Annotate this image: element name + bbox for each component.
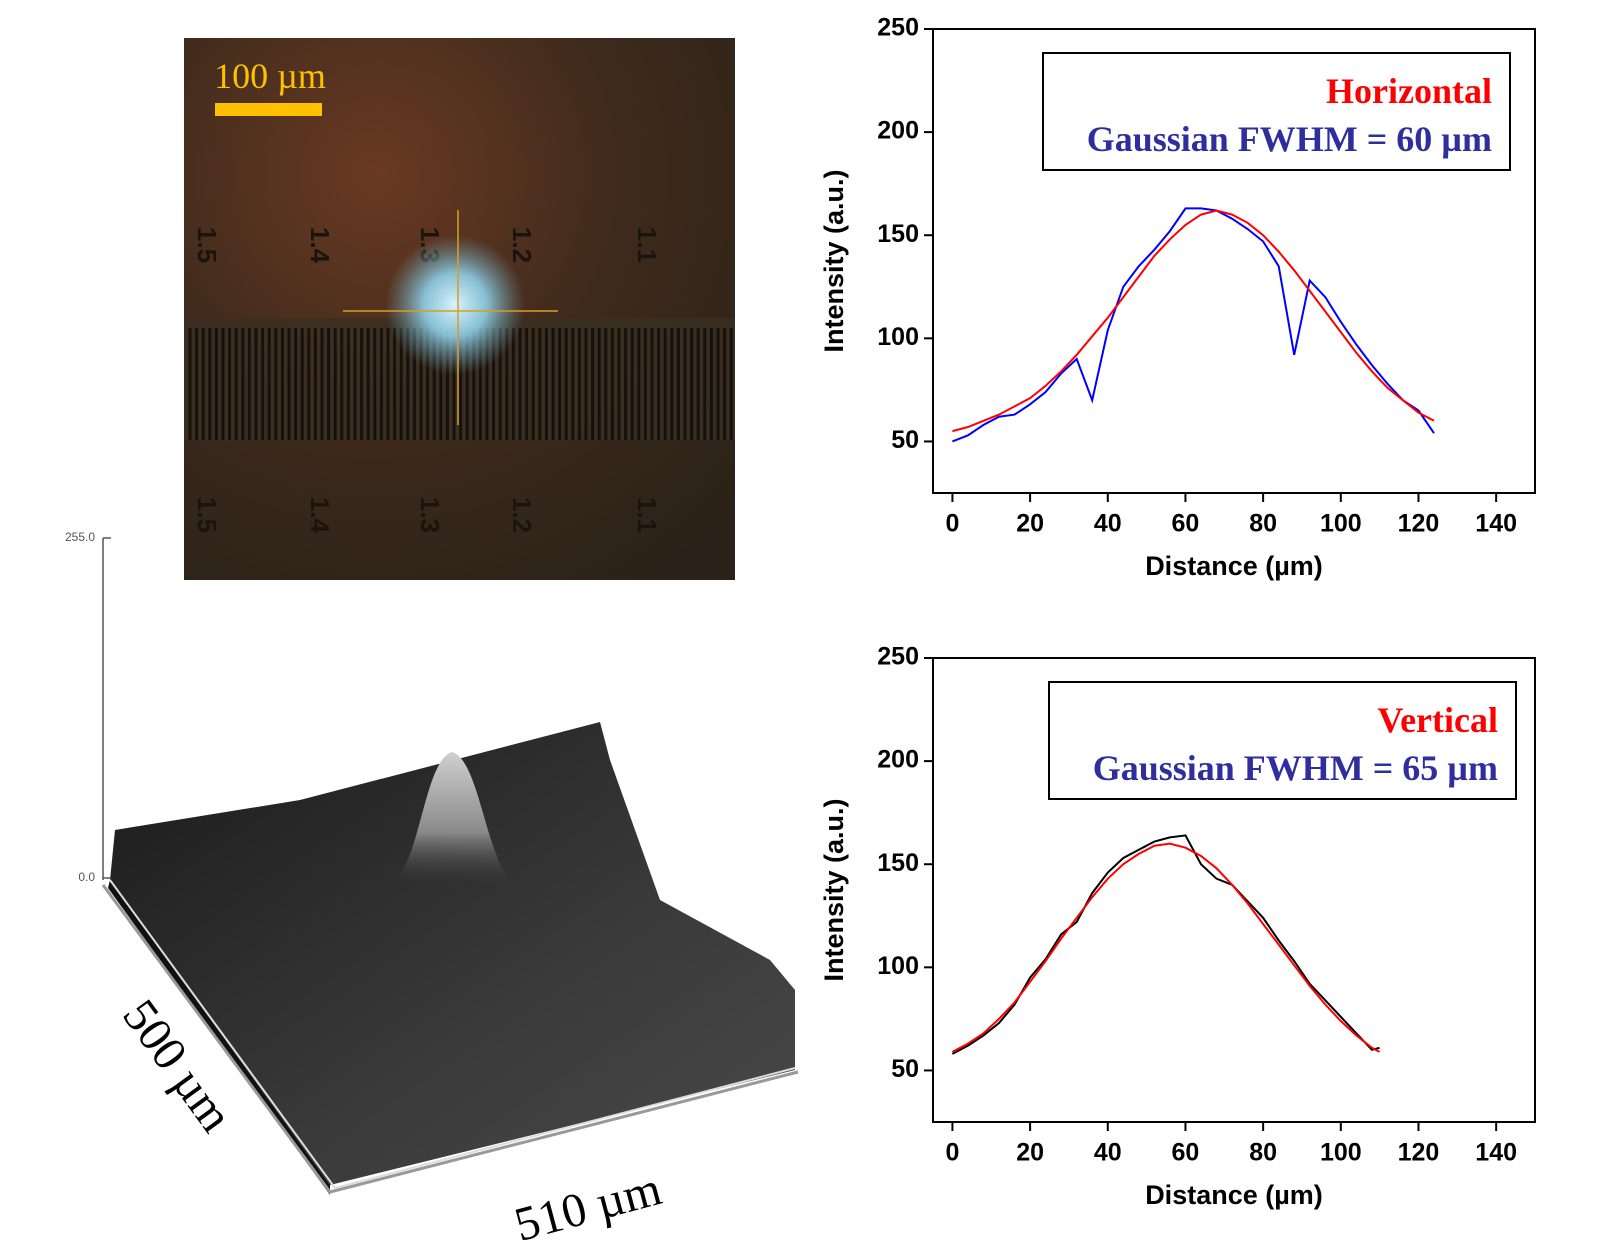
ruler-label: 1.4 bbox=[305, 227, 335, 264]
x-tick-label: 140 bbox=[1475, 510, 1517, 538]
data-line bbox=[952, 209, 1435, 433]
annotation: Gaussian FWHM = 65 µm bbox=[1093, 748, 1498, 788]
surface bbox=[110, 722, 795, 1185]
y-axis-label: Intensity (a.u.) bbox=[819, 169, 849, 352]
x-tick-label: 60 bbox=[1172, 1139, 1200, 1167]
y-tick-label: 250 bbox=[877, 14, 919, 42]
y-tick-label: 200 bbox=[877, 746, 919, 774]
ruler-label: 1.3 bbox=[415, 497, 445, 533]
y-axis-label: Intensity (a.u.) bbox=[819, 798, 849, 981]
data-line bbox=[951, 842, 1381, 1053]
x-tick-label: 100 bbox=[1320, 510, 1362, 538]
data-line bbox=[952, 207, 1435, 443]
light-spot bbox=[385, 235, 525, 375]
micrograph: 1.51.51.41.41.31.31.21.21.11.1 100 µm bbox=[184, 38, 735, 580]
x-axis-label: Distance (µm) bbox=[1145, 551, 1323, 581]
y-tick-label: 100 bbox=[877, 323, 919, 351]
z-tick-label: 255.0 bbox=[65, 530, 95, 544]
x-axis-label: Distance (µm) bbox=[1145, 1180, 1323, 1210]
x-tick-label: 0 bbox=[945, 510, 959, 538]
ruler-label: 1.2 bbox=[507, 227, 537, 263]
ruler-label: 1.1 bbox=[632, 497, 662, 533]
x-tick-label: 140 bbox=[1475, 1139, 1517, 1167]
annotation: Vertical bbox=[1377, 700, 1498, 740]
x-tick-label: 80 bbox=[1249, 510, 1277, 538]
y-tick-label: 250 bbox=[877, 643, 919, 671]
x-tick-label: 60 bbox=[1172, 510, 1200, 538]
ruler-ticks bbox=[188, 328, 733, 440]
y-tick-label: 150 bbox=[877, 849, 919, 877]
annotation-box bbox=[1042, 52, 1511, 171]
ruler-label: 1.4 bbox=[305, 497, 335, 534]
scale-bar bbox=[215, 103, 322, 116]
x-tick-label: 80 bbox=[1249, 1139, 1277, 1167]
x-tick-label: 120 bbox=[1398, 510, 1440, 538]
ruler-label: 1.5 bbox=[192, 227, 222, 263]
y-tick-label: 150 bbox=[877, 220, 919, 248]
data-line bbox=[951, 834, 1380, 1055]
base-axes bbox=[109, 879, 796, 1190]
ruler-label: 1.5 bbox=[192, 497, 222, 533]
plot-frame bbox=[932, 657, 1536, 1123]
y-tick-label: 200 bbox=[877, 117, 919, 145]
z-tick-label: 0.0 bbox=[78, 870, 95, 884]
x-axis-label: 510 µm bbox=[509, 1162, 667, 1240]
scale-bar-label: 100 µm bbox=[214, 56, 326, 96]
annotation: Horizontal bbox=[1326, 71, 1492, 111]
x-tick-label: 20 bbox=[1016, 1139, 1044, 1167]
x-tick-label: 40 bbox=[1094, 510, 1122, 538]
annotation: Gaussian FWHM = 60 µm bbox=[1087, 119, 1492, 159]
x-tick-label: 0 bbox=[945, 1139, 959, 1167]
x-tick-label: 40 bbox=[1094, 1139, 1122, 1167]
ruler-label: 1.2 bbox=[507, 497, 537, 533]
y-tick-label: 50 bbox=[891, 1055, 919, 1083]
annotation-box bbox=[1048, 681, 1517, 800]
base-axes bbox=[101, 884, 799, 1194]
z-ticks: 0.0 255.0 bbox=[65, 530, 111, 884]
x-tick-label: 100 bbox=[1320, 1139, 1362, 1167]
surface-peak bbox=[395, 752, 515, 885]
ruler-label: 1.1 bbox=[632, 227, 662, 263]
x-tick-label: 20 bbox=[1016, 510, 1044, 538]
y-tick-label: 100 bbox=[877, 952, 919, 980]
plot-frame bbox=[932, 28, 1536, 494]
y-tick-label: 50 bbox=[891, 426, 919, 454]
x-tick-label: 120 bbox=[1398, 1139, 1440, 1167]
